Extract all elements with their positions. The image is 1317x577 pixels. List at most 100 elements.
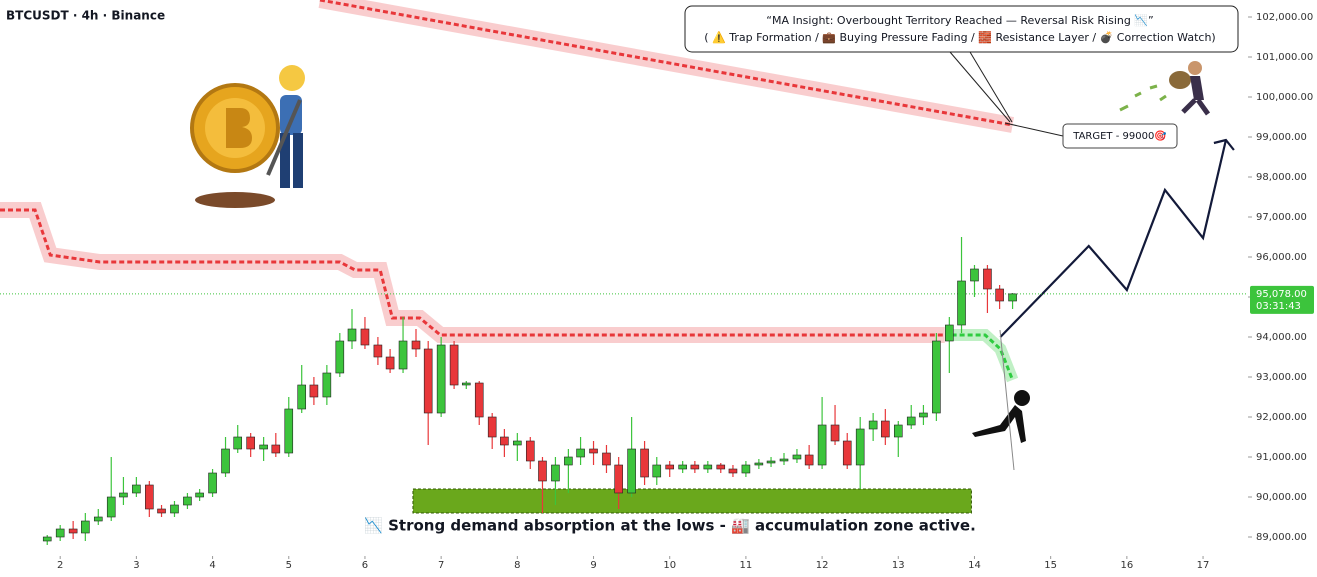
candle-body	[792, 454, 802, 460]
zone-label: 📉 Strong demand absorption at the lows -…	[364, 517, 976, 535]
ma-line	[0, 208, 945, 337]
projection-line	[951, 333, 1014, 381]
candle-body	[881, 420, 890, 438]
candle-body	[766, 460, 776, 464]
x-tick-label: 15	[1044, 560, 1057, 571]
candle-body	[893, 424, 903, 438]
x-tick-label: 11	[740, 560, 753, 571]
x-tick-label: 4	[209, 560, 215, 571]
candle-body	[513, 440, 522, 446]
candle-body	[652, 464, 662, 478]
candle-body	[487, 416, 497, 438]
candle-body	[208, 472, 217, 494]
y-tick-label: 102,000.00	[1256, 12, 1313, 23]
demand-zone	[412, 488, 972, 514]
x-tick-label: 7	[438, 560, 444, 571]
y-tick-label: 100,000.00	[1256, 92, 1313, 103]
dirt	[195, 192, 275, 208]
candle-body	[842, 440, 852, 466]
candle-body	[68, 528, 78, 534]
candle-body	[309, 384, 319, 398]
target-label: TARGET - 99000🎯	[1072, 130, 1167, 142]
arrow-head	[1213, 138, 1235, 151]
x-tick-label: 8	[514, 560, 520, 571]
candle-body	[932, 340, 941, 414]
price-label-box	[1250, 285, 1314, 314]
target-box	[1062, 123, 1178, 149]
illustrations	[190, 61, 1211, 471]
price-label: 95,078.00	[1256, 289, 1307, 300]
candle-body	[106, 496, 116, 518]
candle-body	[627, 448, 636, 494]
candle-body	[145, 484, 154, 510]
candle-body	[119, 492, 128, 498]
candle-body	[385, 356, 395, 370]
candle-body	[716, 464, 726, 470]
candle-body	[81, 520, 90, 534]
candle-body	[360, 328, 370, 346]
candle-body	[690, 464, 700, 470]
callout-connector	[969, 51, 1013, 123]
shovel	[266, 99, 302, 176]
candle-body	[703, 464, 713, 470]
x-tick-label: 13	[892, 560, 905, 571]
callout-box	[684, 5, 1239, 53]
candle-body	[461, 382, 471, 386]
y-tick-label: 91,000.00	[1256, 452, 1307, 463]
candle-body	[398, 340, 408, 370]
candle-body	[42, 536, 52, 542]
chart-title: BTCUSDT · 4h · Binance	[6, 9, 165, 23]
miner-leg	[280, 133, 290, 188]
coin-symbol	[226, 108, 252, 148]
candle-body	[157, 508, 166, 514]
candle-body	[640, 448, 649, 478]
candle-body	[55, 528, 65, 538]
candle-body	[93, 516, 103, 522]
candle-body	[538, 460, 547, 482]
callout-connector	[949, 51, 1011, 123]
candle-body	[970, 268, 979, 282]
candle-body	[589, 448, 598, 454]
candle-body	[983, 268, 992, 290]
candle-body	[259, 444, 268, 450]
candle-body	[602, 452, 611, 466]
x-tick-label: 3	[133, 560, 139, 571]
x-tick-label: 14	[968, 560, 981, 571]
candle-body	[817, 424, 827, 466]
candle-body	[665, 464, 675, 470]
candle-body	[830, 424, 840, 442]
candle-body	[449, 344, 459, 386]
candle-body	[411, 340, 421, 350]
candle-body	[779, 458, 789, 462]
y-tick-label: 96,000.00	[1256, 252, 1307, 263]
candle-body	[233, 436, 243, 450]
y-tick-label: 92,000.00	[1256, 412, 1307, 423]
y-tick-label: 101,000.00	[1256, 52, 1313, 63]
x-tick-label: 5	[286, 560, 292, 571]
x-tick-label: 6	[362, 560, 368, 571]
y-tick-label: 99,000.00	[1256, 132, 1307, 143]
candle-body	[741, 464, 751, 474]
y-tick-label: 98,000.00	[1256, 172, 1307, 183]
x-tick-label: 10	[663, 560, 676, 571]
candle-body	[551, 464, 560, 482]
candle-body	[347, 328, 357, 342]
candle-body	[868, 420, 878, 430]
candle-body	[246, 436, 255, 450]
candle-body	[284, 408, 294, 454]
candle-body	[804, 454, 814, 466]
candle-body	[1008, 293, 1017, 302]
x-tick-label: 12	[816, 560, 829, 571]
falling-figure	[972, 329, 1030, 471]
candle-body	[945, 324, 954, 342]
x-tick-label: 9	[590, 560, 596, 571]
candle-body	[678, 464, 687, 470]
thief	[1119, 61, 1211, 116]
candle-body	[500, 436, 509, 446]
y-tick-label: 89,000.00	[1256, 532, 1307, 543]
y-tick-label: 94,000.00	[1256, 332, 1307, 343]
candle-body	[614, 464, 623, 494]
x-tick-label: 16	[1120, 560, 1133, 571]
x-tick-label: 17	[1197, 560, 1210, 571]
